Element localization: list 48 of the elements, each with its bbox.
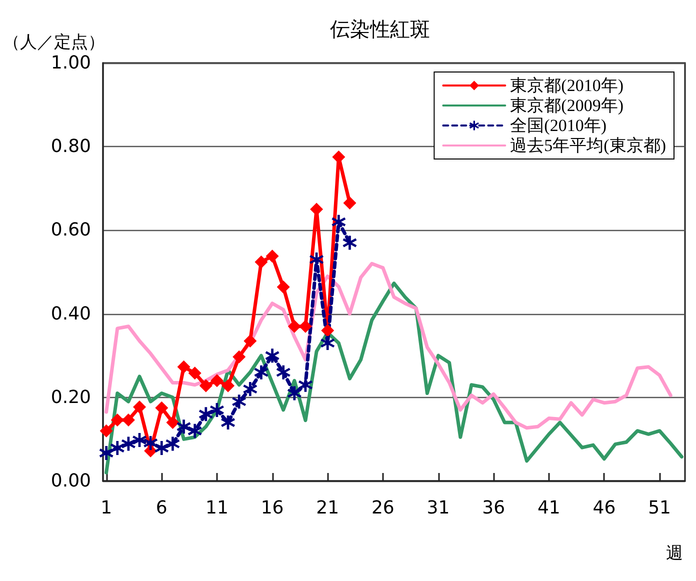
point bbox=[276, 280, 290, 294]
x-tick-label: 41 bbox=[537, 498, 560, 518]
x-tick-label: 6 bbox=[156, 498, 168, 518]
point bbox=[232, 350, 246, 364]
point bbox=[177, 360, 190, 374]
y-axis-title: （人／定点） bbox=[3, 32, 105, 52]
point bbox=[343, 196, 356, 210]
legend-label: 東京都(2009年) bbox=[510, 96, 624, 115]
point bbox=[222, 379, 235, 392]
point bbox=[266, 250, 279, 263]
x-tick-label: 26 bbox=[371, 498, 394, 518]
point bbox=[254, 255, 268, 268]
point bbox=[310, 202, 324, 216]
y-tick-label: 0.60 bbox=[50, 220, 91, 241]
point bbox=[122, 413, 135, 426]
point bbox=[332, 150, 346, 164]
chart-title: 伝染性紅斑 bbox=[330, 17, 430, 41]
x-tick-label: 46 bbox=[592, 498, 616, 518]
point bbox=[188, 366, 202, 380]
point bbox=[210, 374, 224, 388]
x-tick-label: 11 bbox=[206, 498, 228, 518]
x-tick-label: 1 bbox=[100, 498, 112, 518]
y-tick-label: 0.20 bbox=[50, 386, 91, 408]
y-tick-label: 1.00 bbox=[50, 52, 91, 74]
point bbox=[155, 401, 168, 414]
x-tick-label: 36 bbox=[482, 498, 506, 518]
point bbox=[244, 334, 257, 348]
y-tick-label: 0.00 bbox=[50, 470, 91, 492]
point bbox=[110, 413, 124, 426]
point bbox=[288, 320, 301, 333]
y-tick-label: 0.40 bbox=[50, 303, 91, 324]
point bbox=[100, 424, 113, 438]
point bbox=[321, 324, 334, 338]
x-tick-label: 16 bbox=[260, 498, 284, 518]
legend-label: 過去5年平均(東京都) bbox=[510, 136, 666, 155]
x-tick-label: 31 bbox=[426, 498, 450, 518]
point bbox=[199, 379, 212, 392]
x-tick-label: 51 bbox=[648, 498, 672, 518]
point bbox=[298, 320, 312, 333]
line-series bbox=[104, 262, 672, 430]
x-tick-label: 21 bbox=[316, 498, 340, 518]
x-axis-title: 週 bbox=[666, 544, 683, 564]
legend-label: 東京都(2010年) bbox=[510, 76, 624, 95]
point bbox=[133, 400, 146, 414]
y-tick-label: 0.80 bbox=[50, 136, 91, 158]
point bbox=[166, 416, 180, 429]
legend-label: 全国(2010年) bbox=[510, 116, 607, 135]
line-series bbox=[104, 282, 684, 474]
